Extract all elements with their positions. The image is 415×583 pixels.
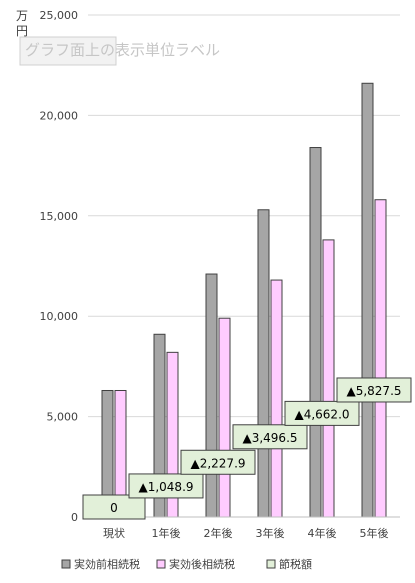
legend-swatch (156, 559, 166, 569)
bars (101, 82, 387, 518)
legend-label: 実効前相続税 (74, 557, 140, 571)
bar-before-tax (257, 209, 270, 518)
bar-after-tax (270, 279, 283, 518)
y-tick-labels: 0 5,000 10,000 15,000 20,000 25,000 (40, 9, 79, 524)
legend-item: 節税額 (266, 557, 312, 571)
bar-after-tax (218, 317, 231, 518)
bar-before-tax (309, 147, 322, 518)
x-tick-label: 5年後 (360, 526, 389, 540)
legend-item: 実効後相続税 (156, 557, 235, 571)
x-tick-label: 3年後 (256, 526, 285, 540)
savings-data-labels: 0 ▲1,048.9 ▲2,227.9 ▲3,496.5 ▲4,662.0 ▲5,827.… (82, 377, 412, 520)
unit-label-char-1: 万 (16, 9, 28, 23)
y-tick-label: 10,000 (40, 310, 79, 323)
legend: 実効前相続税 実効後相続税 節税額 (61, 557, 312, 571)
savings-label-text: 0 (110, 501, 118, 515)
savings-label-text: ▲5,827.5 (346, 384, 401, 398)
y-tick-label: 5,000 (47, 411, 79, 424)
savings-label-text: ▲3,496.5 (242, 431, 297, 445)
savings-label: ▲1,048.9 (128, 473, 204, 499)
legend-label: 節税額 (279, 557, 312, 571)
savings-label: ▲2,227.9 (180, 449, 256, 475)
savings-label-text: ▲2,227.9 (190, 456, 245, 470)
y-tick-label: 20,000 (40, 109, 79, 122)
legend-swatch (61, 559, 71, 569)
savings-label: ▲4,662.0 (284, 400, 360, 426)
savings-label: 0 (82, 494, 146, 520)
bar-after-tax (374, 199, 387, 518)
x-tick-label: 現状 (103, 526, 125, 540)
savings-label-text: ▲4,662.0 (294, 407, 349, 421)
x-tick-label: 4年後 (308, 526, 337, 540)
x-tick-labels: 現状 1年後 2年後 3年後 4年後 5年後 (103, 526, 389, 540)
x-tick-label: 2年後 (204, 526, 233, 540)
legend-item: 実効前相続税 (61, 557, 140, 571)
savings-label: ▲5,827.5 (336, 377, 412, 403)
savings-label-text: ▲1,048.9 (138, 480, 193, 494)
bar-before-tax (205, 273, 218, 518)
legend-swatch (266, 559, 276, 569)
legend-label: 実効後相続税 (169, 557, 235, 571)
x-tick-label: 1年後 (152, 526, 181, 540)
overlay-label-text: グラフ面上の表示単位ラベル (25, 41, 220, 59)
y-tick-label: 15,000 (40, 210, 79, 223)
unit-label-overlay: グラフ面上の表示単位ラベル (19, 36, 220, 66)
unit-label-char-2: 円 (16, 24, 28, 38)
savings-label: ▲3,496.5 (232, 424, 308, 450)
bar-before-tax (361, 82, 374, 518)
y-tick-label: 0 (71, 511, 78, 524)
y-tick-label: 25,000 (40, 9, 79, 22)
gridlines (88, 14, 400, 418)
bar-after-tax (322, 239, 335, 518)
